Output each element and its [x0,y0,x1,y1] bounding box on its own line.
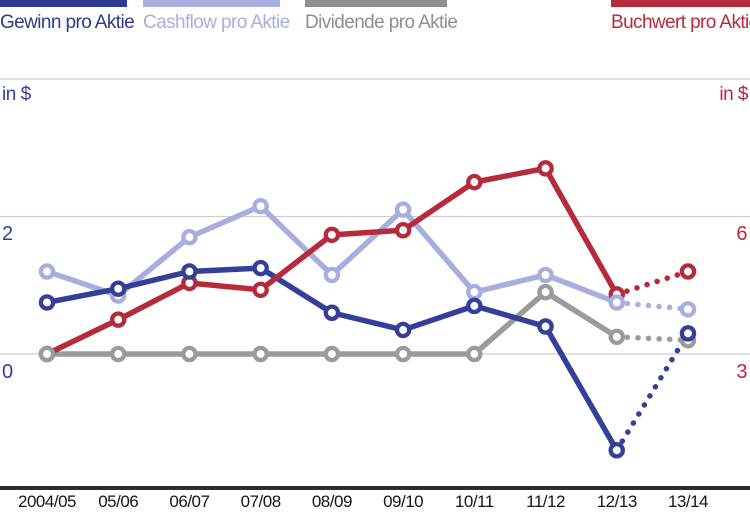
marker-buchwert-pro-aktie-11-12 [537,160,554,177]
x-axis-label-13-14: 13/14 [667,492,709,511]
x-axis-label-07-08: 07/08 [240,492,282,511]
marker-dividende-pro-aktie-06-07 [181,345,198,363]
x-axis-label-12-13: 12/13 [596,492,638,511]
legend-label-buchwert: Buchwert pro Aktie [611,12,750,33]
legend-swatch-buchwert [611,0,750,7]
marker-gewinn-pro-aktie-13-14 [679,325,697,342]
marker-dividende-pro-aktie-2004-05 [38,345,56,363]
marker-gewinn-pro-aktie-2004-05 [38,294,56,311]
marker-gewinn-pro-aktie-05-06 [109,280,127,297]
series-forecast-gewinn-pro-aktie [614,330,691,453]
x-axis-label-08-09: 08/09 [311,492,353,511]
marker-cashflow-pro-aktie-09-10 [394,201,412,218]
left-axis-tick-2: 2 [2,223,13,245]
marker-cashflow-pro-aktie-2004-05 [38,263,56,280]
right-axis-tick-3: 3 [736,361,747,383]
marker-dividende-pro-aktie-10-11 [466,345,483,363]
marker-gewinn-pro-aktie-08-09 [323,304,341,321]
x-axis-label-05-06: 05/06 [98,492,139,511]
legend-label-dividende: Dividende pro Aktie [305,12,458,33]
series-line-buchwert-pro-aktie [44,165,620,357]
marker-gewinn-pro-aktie-10-11 [466,297,483,315]
marker-dividende-pro-aktie-11-12 [537,283,554,301]
marker-buchwert-pro-aktie-05-06 [109,311,127,328]
marker-gewinn-pro-aktie-06-07 [181,263,198,280]
series-forecast-dividende-pro-aktie [614,334,691,343]
marker-cashflow-pro-aktie-07-08 [252,197,269,215]
x-axis-label-2004-05: 2004/05 [18,492,76,511]
marker-gewinn-pro-aktie-07-08 [252,259,269,277]
left-axis-unit-label: in $ [2,84,31,105]
legend-label-gewinn: Gewinn pro Aktie [0,12,135,33]
x-axis-label-10-11: 10/11 [454,492,494,511]
marker-gewinn-pro-aktie-09-10 [394,321,412,339]
legend-item-buchwert: Buchwert pro Aktie [611,0,750,33]
marker-cashflow-pro-aktie-11-12 [537,266,554,284]
legend-item-dividende: Dividende pro Aktie [305,0,458,33]
marker-gewinn-pro-aktie-11-12 [537,318,554,335]
legend-swatch-dividende [305,0,447,7]
marker-dividende-pro-aktie-08-09 [323,345,341,363]
legend-item-cashflow: Cashflow pro Aktie [143,0,290,33]
marker-dividende-pro-aktie-05-06 [109,345,127,363]
left-axis-tick-0: 0 [2,361,13,383]
legend-swatch-gewinn [0,0,127,7]
marker-cashflow-pro-aktie-12-13 [608,294,626,311]
x-axis-label-09-10: 09/10 [383,492,424,511]
marker-buchwert-pro-aktie-07-08 [252,281,269,299]
series-forecast-cashflow-pro-aktie [614,299,691,313]
marker-gewinn-pro-aktie-12-13 [608,441,626,459]
x-axis-label-06-07: 06/07 [169,492,210,511]
marker-cashflow-pro-aktie-13-14 [679,301,697,318]
marker-buchwert-pro-aktie-10-11 [466,173,483,191]
marker-dividende-pro-aktie-07-08 [252,345,269,363]
marker-cashflow-pro-aktie-06-07 [181,228,198,246]
series-forecast-buchwert-pro-aktie [614,268,691,298]
marker-dividende-pro-aktie-09-10 [394,345,412,363]
legend-item-gewinn: Gewinn pro Aktie [0,0,135,33]
x-axis-label-11-12: 11/12 [526,492,565,511]
marker-buchwert-pro-aktie-09-10 [394,221,412,239]
legend-label-cashflow: Cashflow pro Aktie [143,12,290,33]
marker-buchwert-pro-aktie-08-09 [323,226,341,244]
marker-cashflow-pro-aktie-10-11 [466,283,483,301]
legend-swatch-cashflow [143,0,280,7]
right-axis-unit-label: in $ [719,84,748,105]
marker-dividende-pro-aktie-12-13 [608,328,626,346]
right-axis-tick-6: 6 [736,223,747,245]
marker-buchwert-pro-aktie-13-14 [679,263,697,280]
x-axis-line [0,486,750,490]
marker-cashflow-pro-aktie-08-09 [323,266,341,284]
